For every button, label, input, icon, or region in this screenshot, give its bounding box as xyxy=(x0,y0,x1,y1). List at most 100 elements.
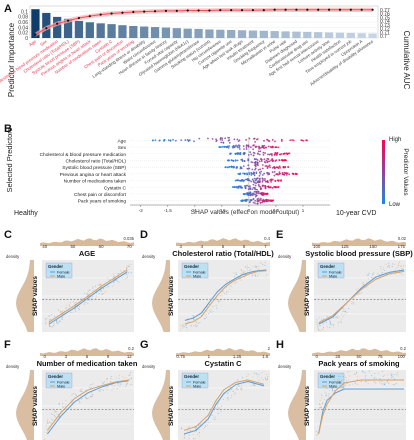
panel-b-point xyxy=(247,145,250,148)
panel-a-auc-point xyxy=(197,9,200,12)
panel-a-ytick-label: 0.02 xyxy=(18,31,28,37)
dependence-point xyxy=(57,322,59,324)
panel-b-point xyxy=(240,180,242,182)
dependence-point xyxy=(218,300,220,302)
dependence-point xyxy=(316,434,319,436)
panel-a-auc-point xyxy=(273,8,276,11)
dependence-point xyxy=(321,318,323,320)
dependence-point xyxy=(329,389,331,392)
panel-a-y2label: Cumulative AUC xyxy=(402,31,411,90)
dependence-point xyxy=(50,318,52,321)
dependence-point xyxy=(355,383,357,385)
dependence-point xyxy=(60,311,62,313)
dependence-point xyxy=(65,408,67,410)
panel-b-point xyxy=(237,172,240,175)
panel-a-auc-point xyxy=(371,8,374,11)
dependence-point xyxy=(214,299,217,301)
dependence-point xyxy=(325,392,327,394)
panel-b-point xyxy=(221,139,224,141)
panel-a-auc-point xyxy=(143,10,146,13)
panel-b-point xyxy=(258,174,261,177)
panel-b-point xyxy=(259,168,262,171)
dependence-point xyxy=(365,380,367,382)
panel-b-predictor-label: Cholesterol ratio (Total/HDL) xyxy=(65,158,126,164)
dependence-point xyxy=(246,375,248,377)
panel-b-point xyxy=(270,180,272,183)
panel-b-point xyxy=(285,152,288,155)
dependence-point xyxy=(119,386,121,388)
dependence-legend-box xyxy=(181,262,209,279)
dependence-point xyxy=(243,272,245,274)
dependence-point xyxy=(112,387,114,389)
dependence-point xyxy=(208,310,210,312)
dependence-point xyxy=(117,384,119,386)
dependence-series-line-male xyxy=(318,379,404,435)
dependence-point xyxy=(53,324,55,326)
dependence-ylabel: SHAP values xyxy=(304,276,311,316)
dependence-point xyxy=(182,326,184,328)
dependence-point xyxy=(258,265,260,267)
dependence-point xyxy=(194,324,197,326)
dependence-point xyxy=(351,300,353,303)
panel-b-point xyxy=(245,144,248,147)
dependence-point xyxy=(266,379,268,381)
dependence-point xyxy=(130,272,132,274)
dependence-point xyxy=(85,389,87,391)
dependence-point xyxy=(54,411,56,413)
panel-b-point xyxy=(224,137,227,140)
dependence-point xyxy=(127,264,129,267)
dependence-xtick-label: 100 xyxy=(313,244,321,249)
dependence-point xyxy=(316,319,318,321)
dependence-point xyxy=(332,390,334,392)
panel-a-auc-point xyxy=(186,9,189,12)
panel-b-point xyxy=(252,181,255,183)
dependence-ylabel: SHAP values xyxy=(168,386,175,426)
dependence-xtick-label: 25 xyxy=(335,354,340,359)
panel-b-point xyxy=(221,145,224,148)
dependence-xtick-label: 12 xyxy=(127,354,132,359)
panel-b-point xyxy=(247,188,250,191)
dependence-legend-box xyxy=(181,372,209,389)
dependence-point xyxy=(365,281,367,283)
dependence-point xyxy=(340,321,342,323)
dependence-point xyxy=(319,399,321,401)
dependence-point xyxy=(87,302,89,304)
dependence-xtick-label: 5 xyxy=(222,244,225,249)
dependence-point xyxy=(342,315,344,317)
dependence-point xyxy=(254,275,256,277)
dependence-point xyxy=(53,419,55,421)
dependence-point xyxy=(82,297,84,299)
dependence-point xyxy=(390,377,393,379)
panel-b-point xyxy=(254,167,257,170)
dependence-point xyxy=(193,425,195,427)
dependence-point xyxy=(204,314,206,316)
dependence-point xyxy=(206,424,209,426)
dependence-point xyxy=(392,383,394,385)
dependence-point xyxy=(226,397,228,399)
panel-b-point xyxy=(224,166,227,169)
panel-b-point xyxy=(281,159,284,162)
panel-b-colorbar-label: Predictor Values xyxy=(402,148,409,196)
dependence-point xyxy=(206,306,208,308)
panel-b-point xyxy=(248,173,251,176)
panel-b-point xyxy=(264,179,266,182)
panel-b-point xyxy=(282,165,285,168)
panel-b-point xyxy=(224,145,227,148)
dependence-point xyxy=(261,371,263,373)
dependence-point xyxy=(46,420,48,422)
dependence-point xyxy=(94,285,97,287)
panel-b-point xyxy=(259,186,262,189)
panel-a-auc-point xyxy=(34,33,37,36)
panel-b-point xyxy=(245,148,248,150)
dependence-point xyxy=(337,375,340,377)
dependence-point xyxy=(321,394,323,396)
dependence-point xyxy=(46,318,48,320)
panel-b-point xyxy=(271,145,273,148)
panel-a-bar xyxy=(324,32,334,38)
panel-b-point xyxy=(278,159,281,162)
dependence-point xyxy=(352,298,354,300)
dependence-point xyxy=(79,402,81,404)
dependence-point xyxy=(326,388,328,390)
dependence-point xyxy=(371,375,373,377)
dependence-point xyxy=(130,372,132,374)
